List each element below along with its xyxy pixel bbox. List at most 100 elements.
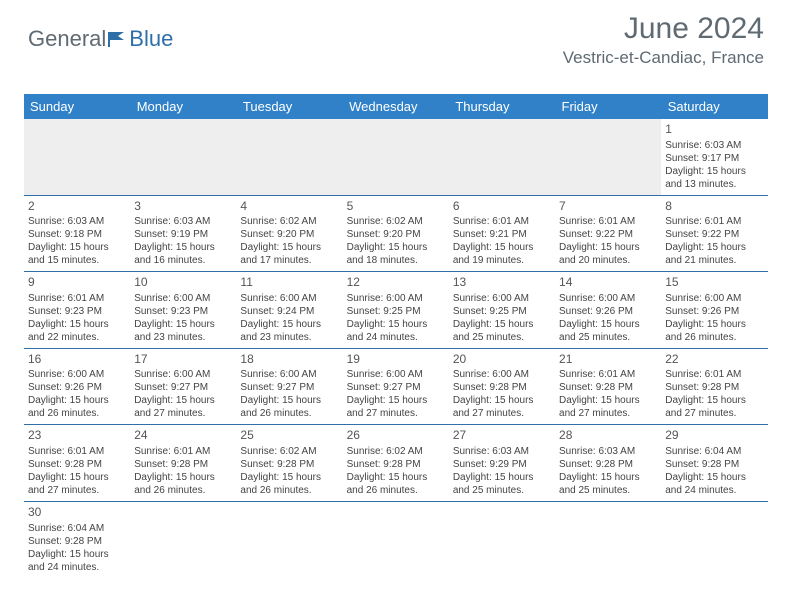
day-number: 12 bbox=[347, 275, 445, 291]
daylight-line: Daylight: 15 hours bbox=[559, 471, 657, 484]
sunrise-line: Sunrise: 6:00 AM bbox=[559, 292, 657, 305]
day-cell: 29Sunrise: 6:04 AMSunset: 9:28 PMDayligh… bbox=[661, 425, 767, 502]
daylight-line: and 26 minutes. bbox=[665, 331, 763, 344]
sunrise-line: Sunrise: 6:01 AM bbox=[559, 215, 657, 228]
calendar-table: Sunday Monday Tuesday Wednesday Thursday… bbox=[24, 94, 768, 578]
daylight-line: Daylight: 15 hours bbox=[453, 471, 551, 484]
day-cell: 25Sunrise: 6:02 AMSunset: 9:28 PMDayligh… bbox=[236, 425, 342, 502]
day-header: Wednesday bbox=[343, 94, 449, 119]
sunset-line: Sunset: 9:28 PM bbox=[559, 458, 657, 471]
sunrise-line: Sunrise: 6:01 AM bbox=[559, 368, 657, 381]
sunrise-line: Sunrise: 6:01 AM bbox=[665, 215, 763, 228]
sunset-line: Sunset: 9:27 PM bbox=[134, 381, 232, 394]
sunset-line: Sunset: 9:24 PM bbox=[240, 305, 338, 318]
sunrise-line: Sunrise: 6:00 AM bbox=[665, 292, 763, 305]
day-cell: 21Sunrise: 6:01 AMSunset: 9:28 PMDayligh… bbox=[555, 348, 661, 425]
daylight-line: and 26 minutes. bbox=[28, 407, 126, 420]
sunset-line: Sunset: 9:28 PM bbox=[665, 458, 763, 471]
daylight-line: and 23 minutes. bbox=[134, 331, 232, 344]
day-number: 8 bbox=[665, 199, 763, 215]
sunrise-line: Sunrise: 6:00 AM bbox=[134, 292, 232, 305]
day-cell: 2Sunrise: 6:03 AMSunset: 9:18 PMDaylight… bbox=[24, 195, 130, 272]
title-block: June 2024 Vestric-et-Candiac, France bbox=[563, 12, 764, 68]
daylight-line: Daylight: 15 hours bbox=[453, 394, 551, 407]
day-cell: 22Sunrise: 6:01 AMSunset: 9:28 PMDayligh… bbox=[661, 348, 767, 425]
sunrise-line: Sunrise: 6:02 AM bbox=[347, 215, 445, 228]
sunrise-line: Sunrise: 6:00 AM bbox=[28, 368, 126, 381]
sunset-line: Sunset: 9:28 PM bbox=[240, 458, 338, 471]
day-number: 5 bbox=[347, 199, 445, 215]
daylight-line: and 23 minutes. bbox=[240, 331, 338, 344]
day-cell: 5Sunrise: 6:02 AMSunset: 9:20 PMDaylight… bbox=[343, 195, 449, 272]
daylight-line: and 25 minutes. bbox=[559, 484, 657, 497]
day-cell: 23Sunrise: 6:01 AMSunset: 9:28 PMDayligh… bbox=[24, 425, 130, 502]
day-header: Saturday bbox=[661, 94, 767, 119]
day-header: Sunday bbox=[24, 94, 130, 119]
day-number: 25 bbox=[240, 428, 338, 444]
sunrise-line: Sunrise: 6:00 AM bbox=[240, 368, 338, 381]
sunset-line: Sunset: 9:20 PM bbox=[347, 228, 445, 241]
flag-icon bbox=[108, 30, 128, 48]
daylight-line: Daylight: 15 hours bbox=[28, 241, 126, 254]
daylight-line: and 27 minutes. bbox=[28, 484, 126, 497]
sunset-line: Sunset: 9:28 PM bbox=[665, 381, 763, 394]
day-cell: 6Sunrise: 6:01 AMSunset: 9:21 PMDaylight… bbox=[449, 195, 555, 272]
sunrise-line: Sunrise: 6:03 AM bbox=[665, 139, 763, 152]
sunset-line: Sunset: 9:26 PM bbox=[665, 305, 763, 318]
sunrise-line: Sunrise: 6:02 AM bbox=[347, 445, 445, 458]
sunrise-line: Sunrise: 6:00 AM bbox=[347, 292, 445, 305]
daylight-line: Daylight: 15 hours bbox=[28, 318, 126, 331]
day-cell: 4Sunrise: 6:02 AMSunset: 9:20 PMDaylight… bbox=[236, 195, 342, 272]
day-number: 21 bbox=[559, 352, 657, 368]
brand-word-2: Blue bbox=[129, 26, 173, 52]
day-cell: 15Sunrise: 6:00 AMSunset: 9:26 PMDayligh… bbox=[661, 272, 767, 349]
day-number: 20 bbox=[453, 352, 551, 368]
week-row: 9Sunrise: 6:01 AMSunset: 9:23 PMDaylight… bbox=[24, 272, 768, 349]
empty-cell bbox=[555, 119, 661, 195]
sunrise-line: Sunrise: 6:00 AM bbox=[134, 368, 232, 381]
daylight-line: and 13 minutes. bbox=[665, 178, 763, 191]
daylight-line: Daylight: 15 hours bbox=[559, 318, 657, 331]
sunset-line: Sunset: 9:23 PM bbox=[28, 305, 126, 318]
day-cell: 3Sunrise: 6:03 AMSunset: 9:19 PMDaylight… bbox=[130, 195, 236, 272]
sunrise-line: Sunrise: 6:03 AM bbox=[134, 215, 232, 228]
daylight-line: Daylight: 15 hours bbox=[134, 471, 232, 484]
location-label: Vestric-et-Candiac, France bbox=[563, 48, 764, 68]
sunrise-line: Sunrise: 6:00 AM bbox=[347, 368, 445, 381]
day-number: 19 bbox=[347, 352, 445, 368]
daylight-line: and 24 minutes. bbox=[665, 484, 763, 497]
daylight-line: and 27 minutes. bbox=[134, 407, 232, 420]
empty-cell bbox=[24, 119, 130, 195]
daylight-line: Daylight: 15 hours bbox=[453, 241, 551, 254]
week-row: 2Sunrise: 6:03 AMSunset: 9:18 PMDaylight… bbox=[24, 195, 768, 272]
daylight-line: and 24 minutes. bbox=[347, 331, 445, 344]
brand-word-1: General bbox=[28, 26, 106, 52]
week-row: 1Sunrise: 6:03 AMSunset: 9:17 PMDaylight… bbox=[24, 119, 768, 195]
daylight-line: Daylight: 15 hours bbox=[134, 394, 232, 407]
day-number: 10 bbox=[134, 275, 232, 291]
month-title: June 2024 bbox=[563, 12, 764, 46]
daylight-line: and 17 minutes. bbox=[240, 254, 338, 267]
day-number: 2 bbox=[28, 199, 126, 215]
sunrise-line: Sunrise: 6:02 AM bbox=[240, 215, 338, 228]
day-number: 15 bbox=[665, 275, 763, 291]
sunset-line: Sunset: 9:18 PM bbox=[28, 228, 126, 241]
daylight-line: Daylight: 15 hours bbox=[28, 548, 126, 561]
sunset-line: Sunset: 9:27 PM bbox=[347, 381, 445, 394]
daylight-line: and 21 minutes. bbox=[665, 254, 763, 267]
day-cell: 17Sunrise: 6:00 AMSunset: 9:27 PMDayligh… bbox=[130, 348, 236, 425]
daylight-line: Daylight: 15 hours bbox=[665, 241, 763, 254]
daylight-line: Daylight: 15 hours bbox=[347, 241, 445, 254]
sunrise-line: Sunrise: 6:01 AM bbox=[28, 445, 126, 458]
daylight-line: Daylight: 15 hours bbox=[665, 471, 763, 484]
day-number: 11 bbox=[240, 275, 338, 291]
daylight-line: Daylight: 15 hours bbox=[347, 394, 445, 407]
day-cell: 12Sunrise: 6:00 AMSunset: 9:25 PMDayligh… bbox=[343, 272, 449, 349]
day-header-row: Sunday Monday Tuesday Wednesday Thursday… bbox=[24, 94, 768, 119]
daylight-line: Daylight: 15 hours bbox=[453, 318, 551, 331]
sunset-line: Sunset: 9:21 PM bbox=[453, 228, 551, 241]
daylight-line: Daylight: 15 hours bbox=[240, 241, 338, 254]
day-cell: 10Sunrise: 6:00 AMSunset: 9:23 PMDayligh… bbox=[130, 272, 236, 349]
daylight-line: Daylight: 15 hours bbox=[347, 471, 445, 484]
sunset-line: Sunset: 9:28 PM bbox=[559, 381, 657, 394]
